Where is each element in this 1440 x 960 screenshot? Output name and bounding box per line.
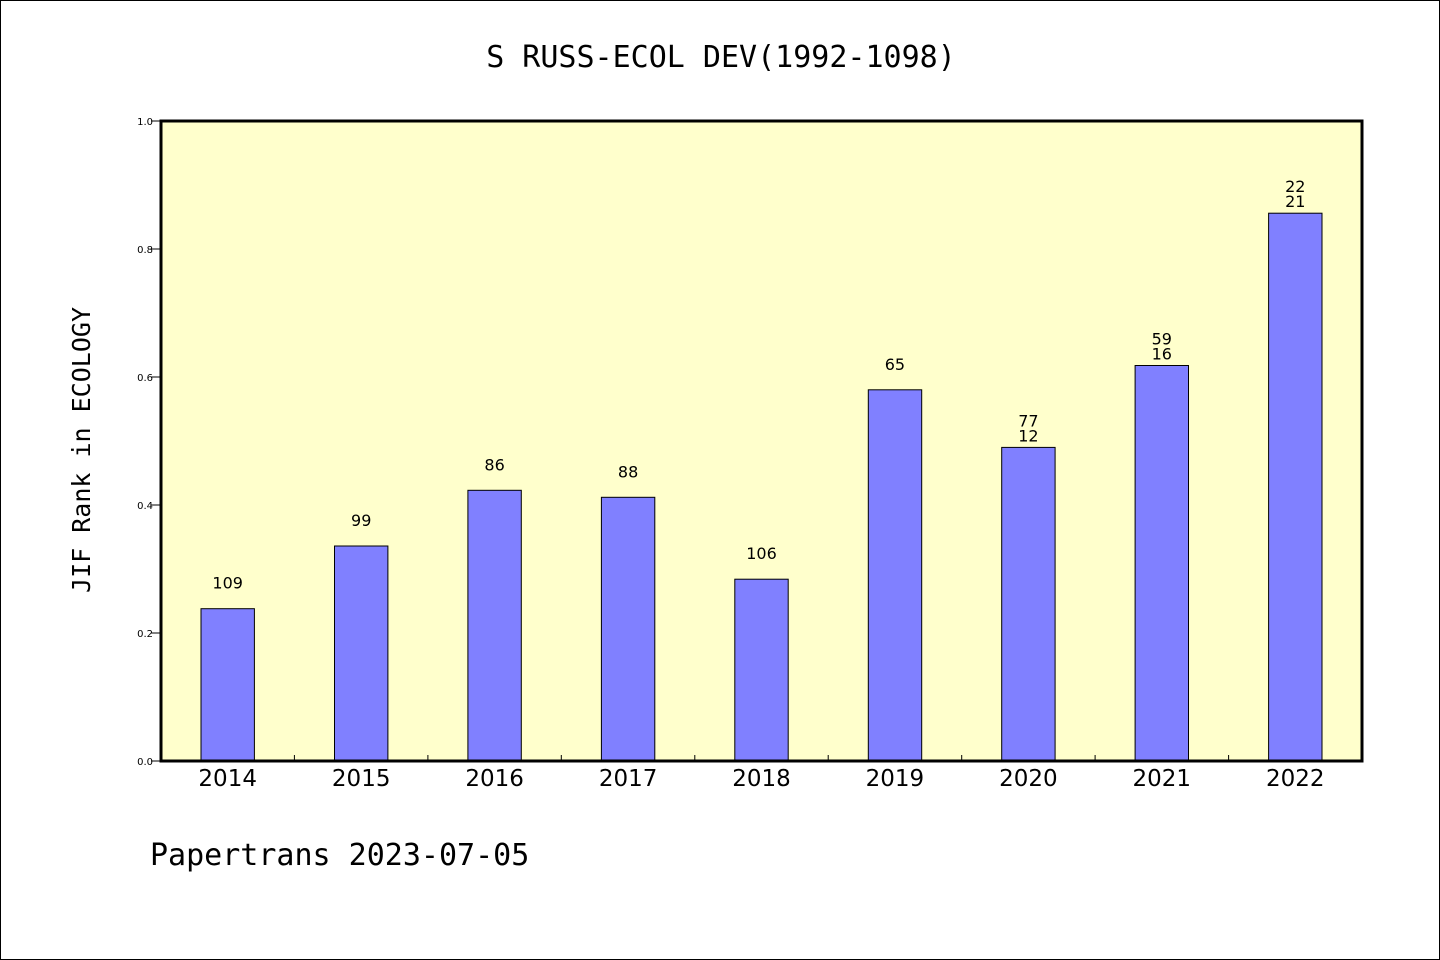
data-label-2022-1: 22 (1285, 177, 1305, 196)
y-tick-label: 0.0 (137, 757, 153, 768)
bar-2022 (1268, 212, 1323, 762)
y-tick-label: 0.8 (137, 245, 153, 256)
x-tick-label-2016: 2016 (465, 766, 524, 792)
plot-border (159, 119, 1364, 763)
x-tick-label-2021: 2021 (1133, 766, 1192, 792)
bar-2021 (1134, 365, 1189, 762)
data-label-2020-2: 12 (1018, 426, 1038, 445)
x-tick-label-2015: 2015 (332, 766, 391, 792)
data-label-2015: 99 (351, 511, 371, 530)
data-label-2020-1: 77 (1018, 411, 1038, 430)
x-tick-label-2019: 2019 (866, 766, 925, 792)
y-axis-label: JIF Rank in ECOLOGY (67, 307, 96, 593)
y-tick-label: 1.0 (137, 117, 153, 128)
data-label-2018: 106 (746, 544, 777, 563)
x-tick-label-2020: 2020 (999, 766, 1058, 792)
bar-2016 (467, 489, 522, 762)
x-tick-label-2014: 2014 (198, 766, 257, 792)
y-tick-label: 0.4 (137, 501, 153, 512)
data-label-2022-2: 21 (1285, 192, 1305, 211)
data-label-2014: 109 (212, 574, 243, 593)
footer-credit: Papertrans 2023-07-05 (150, 838, 529, 873)
bar-2015 (334, 545, 389, 762)
bar-2020 (1001, 446, 1056, 762)
data-label-2017: 88 (618, 462, 638, 481)
bar-2014 (200, 608, 255, 762)
x-tick-label-2017: 2017 (599, 766, 658, 792)
x-tick-label-2022: 2022 (1266, 766, 1325, 792)
x-axis-ticks: 2014 2015 2016 2017 2018 2019 2020 2021 2022 (198, 755, 1325, 792)
bar-2019 (867, 389, 923, 762)
y-tick-label: 0.6 (137, 373, 153, 384)
data-label-2016: 86 (484, 455, 504, 474)
y-tick-label: 0.2 (137, 629, 153, 640)
chart-title: S RUSS-ECOL DEV(1992-1098) (486, 40, 956, 75)
bar-2017 (600, 496, 656, 762)
y-axis-ticks: 0.0 0.2 0.4 0.6 0.8 1.0 (137, 117, 161, 768)
data-label-2021-2: 16 (1152, 345, 1172, 364)
x-tick-label-2018: 2018 (732, 766, 791, 792)
data-label-2019: 65 (885, 355, 905, 374)
bars-layer (200, 212, 1323, 762)
data-label-2021-1: 59 (1152, 330, 1172, 349)
bar-2018 (734, 578, 789, 762)
